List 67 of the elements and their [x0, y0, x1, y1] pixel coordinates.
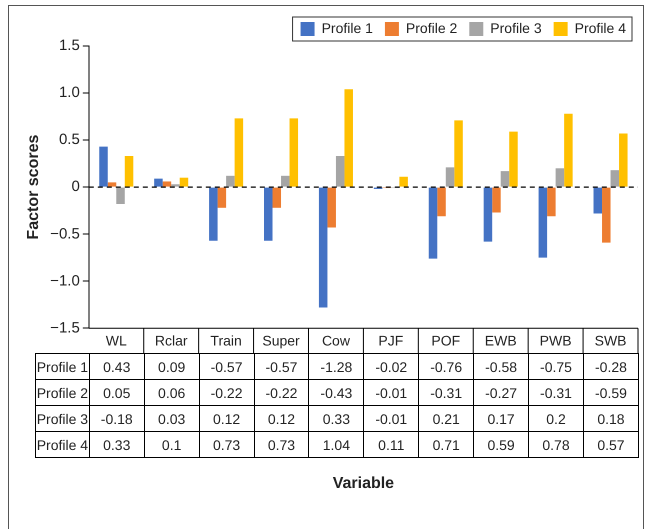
y-axis-title: Factor scores [25, 134, 42, 240]
data-label: 0.1 [144, 432, 200, 458]
data-label: -0.18 [89, 406, 144, 432]
legend-label: Profile 2 [406, 20, 458, 36]
data-label: 0.12 [199, 406, 254, 432]
text: Profile 1 [36, 358, 88, 375]
data-label: 0.12 [254, 406, 309, 432]
data-label: 0.59 [474, 432, 529, 458]
x-tick-label: Super [262, 332, 300, 348]
data-label: 0.21 [418, 406, 474, 432]
data-label: 0.11 [364, 432, 419, 458]
y-tick-label: −1.0 [50, 272, 80, 290]
y-tick-label: −1.5 [50, 319, 80, 336]
x-tick-label: Cow [322, 332, 351, 348]
legend-label: Profile 3 [490, 20, 542, 36]
data-label: -1.28 [308, 354, 364, 380]
data-label: 0.33 [89, 432, 144, 458]
x-tick-label: EWB [484, 332, 517, 348]
data-label: -0.59 [583, 380, 638, 406]
data-label: 0.73 [199, 432, 254, 458]
data-label: 0.78 [528, 432, 584, 458]
text: Variable [332, 475, 394, 494]
legend-label: Profile 4 [574, 20, 626, 36]
x-tick-label: Train [210, 332, 242, 348]
data-label: 0.03 [144, 406, 200, 432]
data-label: 0.06 [144, 380, 200, 406]
data-label: 0.2 [528, 406, 584, 432]
data-label: -0.57 [254, 354, 309, 380]
data-label: 0.05 [89, 380, 144, 406]
data-label: -0.22 [199, 380, 254, 406]
data-label: 0.33 [308, 406, 364, 432]
data-label: 1.04 [308, 432, 364, 458]
text: Profile 3 [36, 410, 88, 427]
x-tick-label: PJF [378, 332, 404, 348]
data-label: -0.75 [528, 354, 584, 380]
data-label: -0.58 [474, 354, 529, 380]
data-label: -0.31 [528, 380, 584, 406]
y-tick-label: 0.5 [58, 131, 80, 148]
x-tick-label: POF [431, 332, 460, 348]
data-label: -0.57 [199, 354, 254, 380]
y-tick-label: 1.5 [58, 37, 80, 54]
data-label: -0.31 [418, 380, 474, 406]
data-label: 0.43 [89, 354, 144, 380]
data-label: 0.18 [583, 406, 638, 432]
data-label: 0.57 [583, 432, 638, 458]
data-label: 0.09 [144, 354, 200, 380]
legend-label: Profile 1 [322, 20, 374, 36]
text: Profile 2 [36, 384, 88, 401]
data-label: -0.22 [254, 380, 309, 406]
y-tick-label: −0.5 [50, 225, 80, 242]
data-label: -0.01 [364, 380, 419, 406]
x-tick-label: WL [106, 332, 127, 348]
data-label: 0.73 [254, 432, 309, 458]
data-label: -0.28 [583, 354, 638, 380]
data-label: -0.02 [364, 354, 419, 380]
data-label: -0.27 [474, 380, 529, 406]
data-label: -0.76 [418, 354, 474, 380]
y-tick-label: 0 [71, 178, 80, 196]
text: Profile 4 [36, 436, 88, 453]
x-tick-label: SWB [594, 332, 626, 348]
data-label: 0.17 [474, 406, 529, 432]
x-tick-label: PWB [540, 332, 572, 348]
x-tick-label: Rclar [154, 332, 188, 348]
data-label: -0.43 [308, 380, 364, 406]
y-tick-label: 1.0 [58, 84, 80, 102]
data-label: 0.71 [418, 432, 474, 458]
data-label: -0.01 [364, 406, 419, 432]
